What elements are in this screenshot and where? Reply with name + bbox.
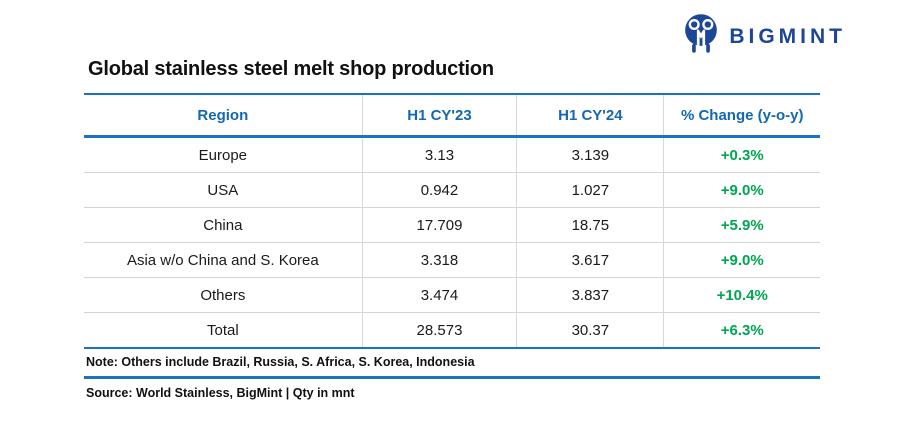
region-cell: Europe	[84, 136, 363, 173]
table-header-row: Region H1 CY'23 H1 CY'24 % Change (y-o-y…	[84, 94, 820, 138]
region-cell: USA	[84, 172, 363, 208]
production-table: Region H1 CY'23 H1 CY'24 % Change (y-o-y…	[84, 93, 820, 349]
h1cy24-cell: 3.837	[516, 277, 664, 313]
table-row: USA 0.942 1.027 +9.0%	[84, 172, 820, 208]
h1cy24-cell: 3.617	[516, 242, 664, 278]
table-source: Source: World Stainless, BigMint | Qty i…	[86, 386, 355, 400]
bigmint-wordmark: BIGMINT	[729, 24, 846, 48]
table-row: China 17.709 18.75 +5.9%	[84, 207, 820, 243]
column-header-h1cy24: H1 CY'24	[516, 94, 664, 138]
column-header-change: % Change (y-o-y)	[663, 94, 820, 138]
h1cy23-cell: 3.13	[361, 136, 517, 173]
table-row: Total 28.573 30.37 +6.3%	[84, 312, 820, 348]
change-cell: +6.3%	[663, 312, 820, 348]
change-cell: +9.0%	[663, 242, 820, 278]
region-cell: China	[84, 207, 363, 243]
region-cell: Asia w/o China and S. Korea	[84, 242, 363, 278]
change-cell: +9.0%	[663, 172, 820, 208]
change-cell: +10.4%	[663, 277, 820, 313]
change-cell: +0.3%	[663, 136, 820, 173]
h1cy23-cell: 3.474	[361, 277, 517, 313]
column-header-h1cy23: H1 CY'23	[361, 94, 517, 138]
table-container: Region H1 CY'23 H1 CY'24 % Change (y-o-y…	[84, 93, 820, 407]
table-row: Europe 3.13 3.139 +0.3%	[84, 136, 820, 173]
h1cy24-cell: 3.139	[516, 136, 664, 173]
change-cell: +5.9%	[663, 207, 820, 243]
column-header-region: Region	[84, 94, 363, 138]
h1cy24-cell: 30.37	[516, 312, 664, 348]
h1cy23-cell: 0.942	[361, 172, 517, 208]
bigmint-people-icon	[682, 13, 720, 60]
bigmint-logo: BIGMINT	[682, 13, 846, 60]
region-cell: Total	[84, 312, 363, 348]
h1cy24-cell: 18.75	[516, 207, 664, 243]
region-cell: Others	[84, 277, 363, 313]
h1cy23-cell: 17.709	[361, 207, 517, 243]
table-note: Note: Others include Brazil, Russia, S. …	[84, 349, 820, 379]
table-row: Asia w/o China and S. Korea 3.318 3.617 …	[84, 242, 820, 278]
table-row: Others 3.474 3.837 +10.4%	[84, 277, 820, 313]
page-title: Global stainless steel melt shop product…	[88, 58, 494, 80]
h1cy24-cell: 1.027	[516, 172, 664, 208]
h1cy23-cell: 3.318	[361, 242, 517, 278]
h1cy23-cell: 28.573	[361, 312, 517, 348]
